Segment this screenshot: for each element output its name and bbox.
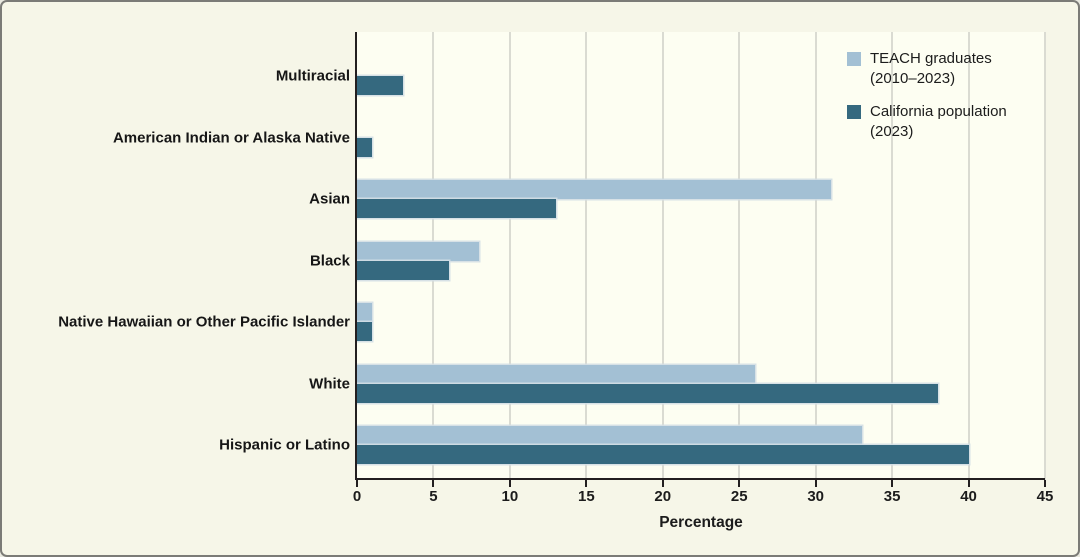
bar-teach-3 xyxy=(357,241,480,261)
legend-label-capop-line2: (2023) xyxy=(870,123,914,140)
category-label-6: Hispanic or Latino xyxy=(219,436,350,454)
gridline-20 xyxy=(661,32,664,480)
bar-teach-4 xyxy=(357,303,373,322)
x-tick-20 xyxy=(661,480,664,487)
x-tick-35 xyxy=(891,480,894,487)
bar-capop-0 xyxy=(357,76,403,95)
category-label-4: Native Hawaiian or Other Pacific Islande… xyxy=(58,313,350,331)
category-label-1: American Indian or Alaska Native xyxy=(112,129,350,146)
legend-swatch-capop xyxy=(847,105,861,119)
x-tick-0 xyxy=(356,480,358,487)
legend-label-capop: California population (2023) xyxy=(870,102,1007,142)
x-tick-label-0: 0 xyxy=(352,488,362,505)
x-tick-40 xyxy=(967,480,970,487)
gridline-35 xyxy=(891,32,894,480)
bar-capop-1 xyxy=(357,137,373,157)
gridline-45 xyxy=(1044,32,1046,480)
gridline-10 xyxy=(508,32,511,480)
x-tick-15 xyxy=(585,480,588,487)
category-label-0: Multiracial xyxy=(275,67,350,85)
category-label-5: White xyxy=(309,375,350,392)
legend-entry-capop: California population (2023) xyxy=(847,102,1007,142)
gridline-15 xyxy=(585,32,588,480)
plot-area xyxy=(357,32,1046,480)
x-tick-label-20: 20 xyxy=(654,488,672,505)
x-axis-title: Percentage xyxy=(659,514,743,531)
category-label-3: Black xyxy=(309,252,350,269)
legend-label-teach-line1: TEACH graduates xyxy=(870,50,992,67)
x-tick-label-30: 30 xyxy=(807,488,824,505)
x-tick-10 xyxy=(508,480,511,487)
legend-label-capop-line1: California population xyxy=(870,103,1007,120)
bar-capop-3 xyxy=(357,260,449,280)
x-tick-5 xyxy=(432,480,435,487)
x-tick-25 xyxy=(738,480,741,487)
x-tick-label-10: 10 xyxy=(501,488,519,505)
legend-swatch-teach xyxy=(847,52,861,66)
legend-entry-teach: TEACH graduates (2010–2023) xyxy=(847,49,1007,89)
gridline-30 xyxy=(814,32,817,480)
bar-capop-2 xyxy=(357,199,556,218)
bar-teach-5 xyxy=(357,364,755,384)
legend-label-teach-line2: (2010–2023) xyxy=(870,70,956,87)
legend-label-teach: TEACH graduates (2010–2023) xyxy=(870,49,992,89)
bar-capop-5 xyxy=(357,383,938,403)
y-axis-line xyxy=(355,32,357,480)
gridline-40 xyxy=(967,32,970,480)
x-axis-line xyxy=(355,478,1045,480)
bar-teach-2 xyxy=(357,180,831,199)
gridline-25 xyxy=(738,32,741,480)
x-tick-label-45: 45 xyxy=(1036,488,1054,505)
x-tick-45 xyxy=(1044,480,1046,487)
x-tick-30 xyxy=(814,480,817,487)
bar-teach-6 xyxy=(357,426,862,445)
bar-capop-6 xyxy=(357,445,969,464)
x-tick-label-35: 35 xyxy=(883,488,901,505)
x-tick-label-25: 25 xyxy=(730,488,748,505)
category-label-2: Asian xyxy=(309,190,350,208)
x-tick-label-40: 40 xyxy=(960,488,977,505)
bar-capop-4 xyxy=(357,322,373,341)
x-tick-label-15: 15 xyxy=(577,488,595,505)
legend: TEACH graduates (2010–2023) California p… xyxy=(847,49,1007,155)
x-tick-label-5: 5 xyxy=(429,488,438,505)
